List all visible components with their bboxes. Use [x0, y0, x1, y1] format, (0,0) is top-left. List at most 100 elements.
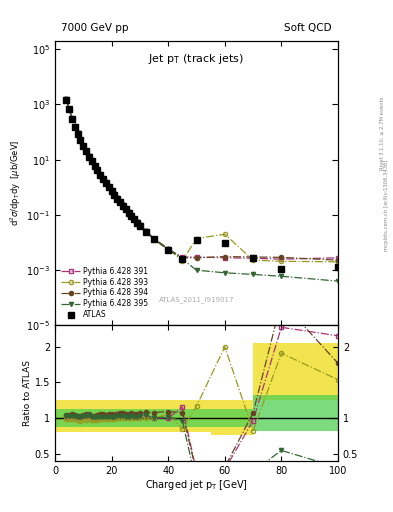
Pythia 6.428 393 [98, 172, 103, 178]
Line: Pythia 6.428 393: Pythia 6.428 393 [64, 98, 340, 264]
Pythia 6.428 391 [81, 143, 86, 149]
ATLAS [118, 199, 123, 205]
Pythia 6.428 394 [95, 167, 100, 173]
Pythia 6.428 394 [123, 205, 128, 211]
Pythia 6.428 394 [75, 130, 80, 136]
Pythia 6.428 395 [132, 216, 137, 222]
ATLAS [98, 172, 103, 178]
ATLAS [104, 180, 108, 186]
Pythia 6.428 391 [132, 216, 137, 222]
Pythia 6.428 395 [67, 105, 72, 112]
ATLAS [138, 223, 142, 229]
Pythia 6.428 395 [107, 184, 111, 190]
ATLAS [143, 228, 148, 234]
Pythia 6.428 391 [98, 172, 103, 178]
ATLAS [129, 213, 134, 219]
Pythia 6.428 395 [86, 153, 91, 159]
Pythia 6.428 391 [84, 148, 88, 154]
ATLAS [107, 184, 111, 190]
Pythia 6.428 395 [180, 256, 185, 262]
Pythia 6.428 395 [112, 191, 117, 198]
Pythia 6.428 394 [101, 175, 105, 181]
Pythia 6.428 395 [84, 148, 88, 154]
ATLAS [112, 191, 117, 198]
ATLAS [132, 216, 137, 222]
Pythia 6.428 391 [104, 180, 108, 186]
Pythia 6.428 394 [336, 257, 340, 263]
Line: ATLAS: ATLAS [64, 97, 341, 272]
Pythia 6.428 394 [107, 183, 111, 189]
Y-axis label: d$^{2}\sigma$/dp$_{\rm T}$dy  [$\mu$b/GeV]: d$^{2}\sigma$/dp$_{\rm T}$dy [$\mu$b/GeV… [9, 140, 24, 226]
Pythia 6.428 393 [123, 206, 128, 212]
Pythia 6.428 393 [279, 258, 284, 264]
Pythia 6.428 394 [70, 115, 74, 121]
Pythia 6.428 395 [121, 202, 125, 208]
Pythia 6.428 393 [70, 116, 74, 122]
Pythia 6.428 395 [279, 273, 284, 280]
Pythia 6.428 391 [75, 131, 80, 137]
Pythia 6.428 393 [104, 180, 108, 186]
Pythia 6.428 393 [251, 257, 255, 263]
Pythia 6.428 394 [67, 105, 72, 112]
ATLAS [251, 255, 255, 261]
Pythia 6.428 391 [101, 176, 105, 182]
Pythia 6.428 394 [251, 254, 255, 260]
ATLAS [180, 255, 185, 262]
Pythia 6.428 394 [78, 137, 83, 143]
ATLAS [194, 237, 199, 243]
Pythia 6.428 395 [118, 199, 123, 205]
Pythia 6.428 391 [121, 202, 125, 208]
ATLAS [101, 176, 105, 182]
Pythia 6.428 393 [121, 203, 125, 209]
Pythia 6.428 395 [126, 209, 131, 216]
Pythia 6.428 391 [67, 106, 72, 112]
ATLAS [75, 131, 80, 137]
Pythia 6.428 391 [86, 153, 91, 159]
Pythia 6.428 391 [336, 255, 340, 261]
Legend: Pythia 6.428 391, Pythia 6.428 393, Pythia 6.428 394, Pythia 6.428 395, ATLAS: Pythia 6.428 391, Pythia 6.428 393, Pyth… [59, 264, 151, 322]
ATLAS [166, 247, 171, 253]
Pythia 6.428 394 [86, 153, 91, 159]
Pythia 6.428 394 [180, 255, 185, 261]
Pythia 6.428 395 [104, 180, 108, 186]
Pythia 6.428 394 [98, 171, 103, 177]
Pythia 6.428 393 [107, 184, 111, 190]
Pythia 6.428 394 [194, 255, 199, 261]
ATLAS [109, 188, 114, 194]
Pythia 6.428 394 [132, 216, 137, 222]
Pythia 6.428 393 [72, 124, 77, 130]
Pythia 6.428 395 [70, 116, 74, 122]
ATLAS [123, 206, 128, 212]
Pythia 6.428 393 [67, 106, 72, 112]
Pythia 6.428 393 [92, 163, 97, 169]
Pythia 6.428 393 [180, 258, 185, 264]
ATLAS [78, 137, 83, 143]
Pythia 6.428 393 [90, 159, 94, 165]
ATLAS [90, 158, 94, 164]
Pythia 6.428 393 [95, 167, 100, 174]
Pythia 6.428 391 [251, 255, 255, 261]
Pythia 6.428 391 [70, 116, 74, 122]
Pythia 6.428 395 [143, 228, 148, 234]
Pythia 6.428 395 [92, 163, 97, 169]
Pythia 6.428 391 [126, 209, 131, 216]
ATLAS [126, 210, 131, 216]
Pythia 6.428 394 [121, 202, 125, 208]
Pythia 6.428 391 [143, 228, 148, 234]
Pythia 6.428 394 [109, 187, 114, 194]
Pythia 6.428 393 [222, 231, 227, 237]
Pythia 6.428 395 [135, 219, 140, 225]
Pythia 6.428 391 [112, 191, 117, 198]
Pythia 6.428 394 [64, 96, 69, 102]
ATLAS [86, 154, 91, 160]
ATLAS [121, 203, 125, 209]
Pythia 6.428 393 [143, 228, 148, 234]
Pythia 6.428 393 [135, 220, 140, 226]
ATLAS [336, 264, 340, 270]
Pythia 6.428 391 [109, 187, 114, 194]
Line: Pythia 6.428 394: Pythia 6.428 394 [64, 97, 340, 262]
Pythia 6.428 393 [152, 237, 156, 243]
Pythia 6.428 395 [75, 131, 80, 137]
Text: ATLAS_2011_I919017: ATLAS_2011_I919017 [159, 296, 234, 303]
Pythia 6.428 394 [115, 195, 119, 201]
